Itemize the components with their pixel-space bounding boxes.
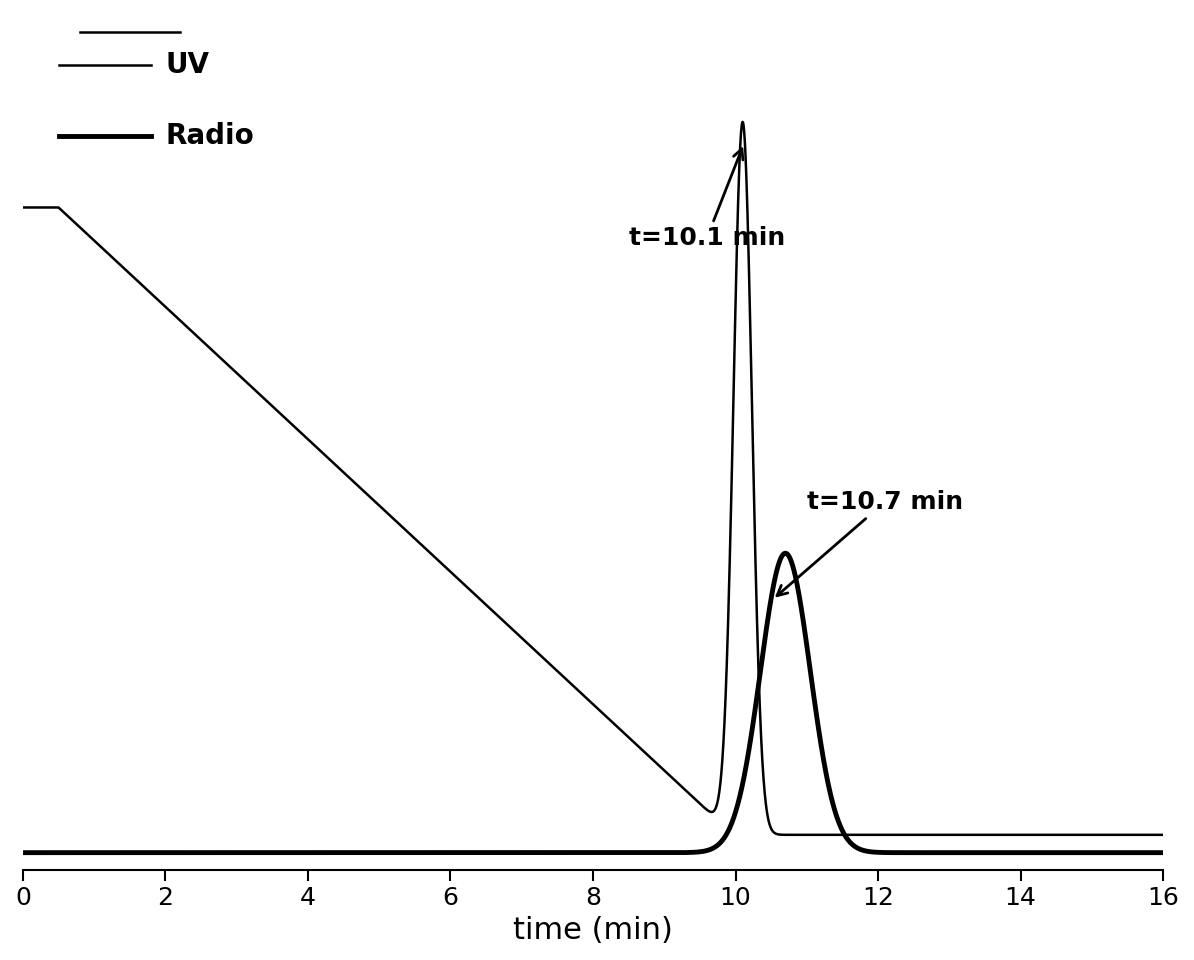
X-axis label: time (min): time (min) (513, 916, 673, 945)
Text: Radio: Radio (166, 122, 254, 150)
Text: t=10.7 min: t=10.7 min (777, 490, 962, 596)
Text: t=10.1 min: t=10.1 min (628, 149, 784, 251)
Text: UV: UV (166, 51, 209, 79)
